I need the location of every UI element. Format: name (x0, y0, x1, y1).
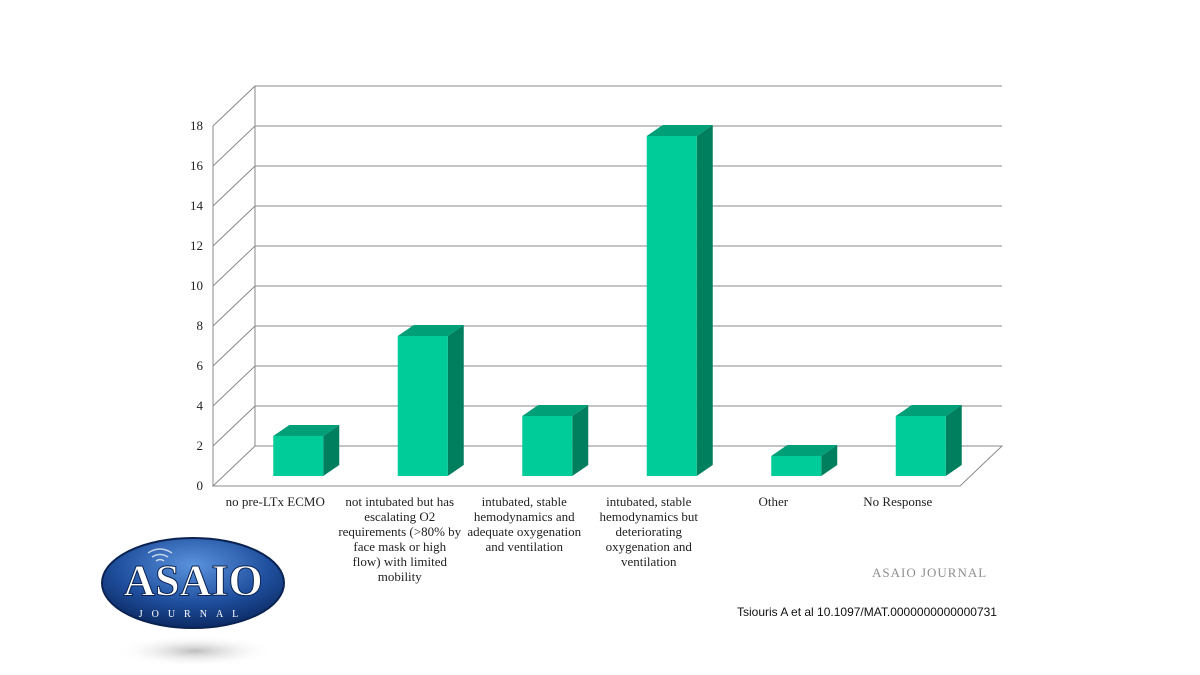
bar (646, 125, 713, 476)
bar-front (646, 136, 697, 476)
logo-subtext: JOURNAL (139, 609, 248, 620)
gridline (212, 85, 1002, 127)
y-tick-label: 4 (197, 398, 204, 413)
y-tick-label: 8 (197, 318, 204, 333)
logo-oval (101, 537, 285, 629)
y-tick-label: 14 (190, 198, 204, 213)
chart-floor (211, 445, 1004, 487)
gridline (212, 365, 1002, 407)
gridline (212, 165, 1002, 207)
chart-grid (211, 85, 1004, 487)
y-tick-label: 10 (190, 278, 203, 293)
bar-front (895, 416, 946, 476)
y-tick-label: 12 (190, 238, 203, 253)
bar (771, 445, 838, 476)
y-tick-label: 16 (190, 158, 204, 173)
gridline (212, 205, 1002, 247)
x-tick-label: not intubated but has escalating O2 requ… (338, 494, 462, 584)
bar (397, 325, 464, 476)
x-tick-label: No Response (863, 494, 933, 509)
bar-side (572, 405, 589, 476)
x-tick-label: Other (758, 494, 789, 509)
bar (522, 405, 589, 476)
y-tick-label: 18 (190, 118, 203, 133)
gridline (212, 325, 1002, 367)
gridline (212, 245, 1002, 287)
gridline (212, 125, 1002, 167)
bar-top (273, 425, 340, 436)
y-tick-label: 0 (197, 478, 204, 493)
bar-side (696, 125, 713, 476)
bar-front (273, 436, 324, 476)
bar (273, 425, 340, 476)
bar-side (821, 445, 838, 476)
bar (895, 405, 962, 476)
bar-series (273, 125, 962, 476)
bar-front (397, 336, 448, 476)
logo-shadow (115, 635, 275, 667)
logo-swirl-icon (147, 548, 173, 562)
x-tick-label: intubated, stable hemodynamics and adequ… (467, 494, 582, 554)
asaio-journal-logo: ASAIO JOURNAL (101, 537, 285, 667)
bar-side (945, 405, 962, 476)
journal-watermark: ASAIO JOURNAL (872, 565, 988, 580)
y-tick-label: 6 (197, 358, 204, 373)
bar-side (447, 325, 464, 476)
bar-top (522, 405, 589, 416)
x-tick-label: no pre-LTx ECMO (225, 494, 325, 509)
bar-front (771, 456, 822, 476)
bar-top (646, 125, 713, 136)
y-axis: 0 2 4 6 8 10 12 14 16 18 (190, 118, 214, 493)
y-tick-label: 2 (197, 438, 204, 453)
bar-front (522, 416, 573, 476)
x-tick-label: intubated, stable hemodynamics but deter… (599, 494, 699, 569)
bar-top (895, 405, 962, 416)
logo-wordmark: ASAIO (123, 556, 262, 605)
bar-top (397, 325, 464, 336)
gridline (212, 405, 1002, 447)
bar-top (771, 445, 838, 456)
gridline (212, 285, 1002, 327)
citation-text: Tsiouris A et al 10.1097/MAT.00000000000… (737, 605, 997, 619)
bar-side (323, 425, 340, 476)
